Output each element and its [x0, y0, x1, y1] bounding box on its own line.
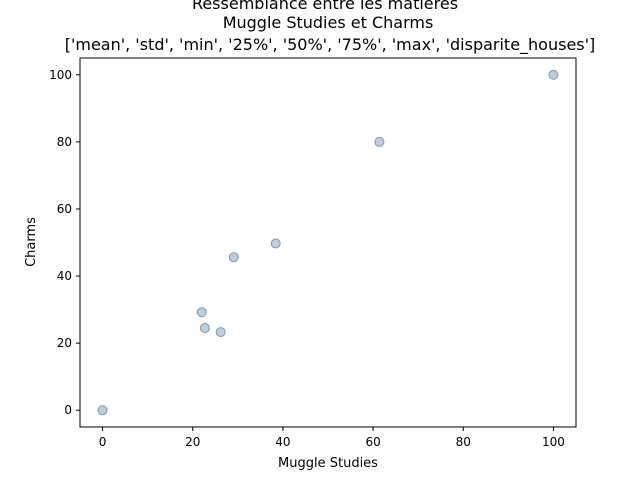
y-tick-label: 60: [57, 202, 72, 216]
data-point: [228, 252, 239, 263]
y-tick-label: 20: [57, 336, 72, 350]
x-tick-label: 0: [99, 435, 107, 449]
data-point: [548, 69, 559, 80]
x-tick-label: 80: [456, 435, 471, 449]
data-point: [270, 238, 281, 249]
x-tick-label: 60: [365, 435, 380, 449]
data-point: [196, 307, 207, 318]
chart-title-line-1: Ressemblance entre les matieres: [192, 0, 458, 13]
y-axis: 0 20 40 60 80 100: [49, 68, 80, 417]
y-axis-label: Charms: [24, 217, 39, 267]
chart-title: Ressemblance entre les matieres Muggle S…: [65, 0, 596, 55]
chart-title-line-3: ['mean', 'std', 'min', '25%', '50%', '75…: [65, 35, 596, 55]
x-tick-label: 100: [542, 435, 565, 449]
x-tick-label: 40: [275, 435, 290, 449]
data-points: [97, 69, 559, 416]
y-tick-label: 40: [57, 269, 72, 283]
x-tick-label: 20: [185, 435, 200, 449]
chart-title-line-2: Muggle Studies et Charms: [223, 13, 434, 32]
x-axis-label: Muggle Studies: [278, 456, 378, 471]
data-point: [374, 136, 385, 147]
y-tick-label: 0: [64, 403, 72, 417]
y-tick-label: 80: [57, 135, 72, 149]
y-tick-label: 100: [49, 68, 72, 82]
data-point: [97, 405, 108, 416]
plot-area: [79, 57, 577, 428]
data-point: [199, 323, 210, 334]
x-axis: 0 20 40 60 80 100: [99, 427, 565, 449]
data-point: [215, 327, 226, 338]
